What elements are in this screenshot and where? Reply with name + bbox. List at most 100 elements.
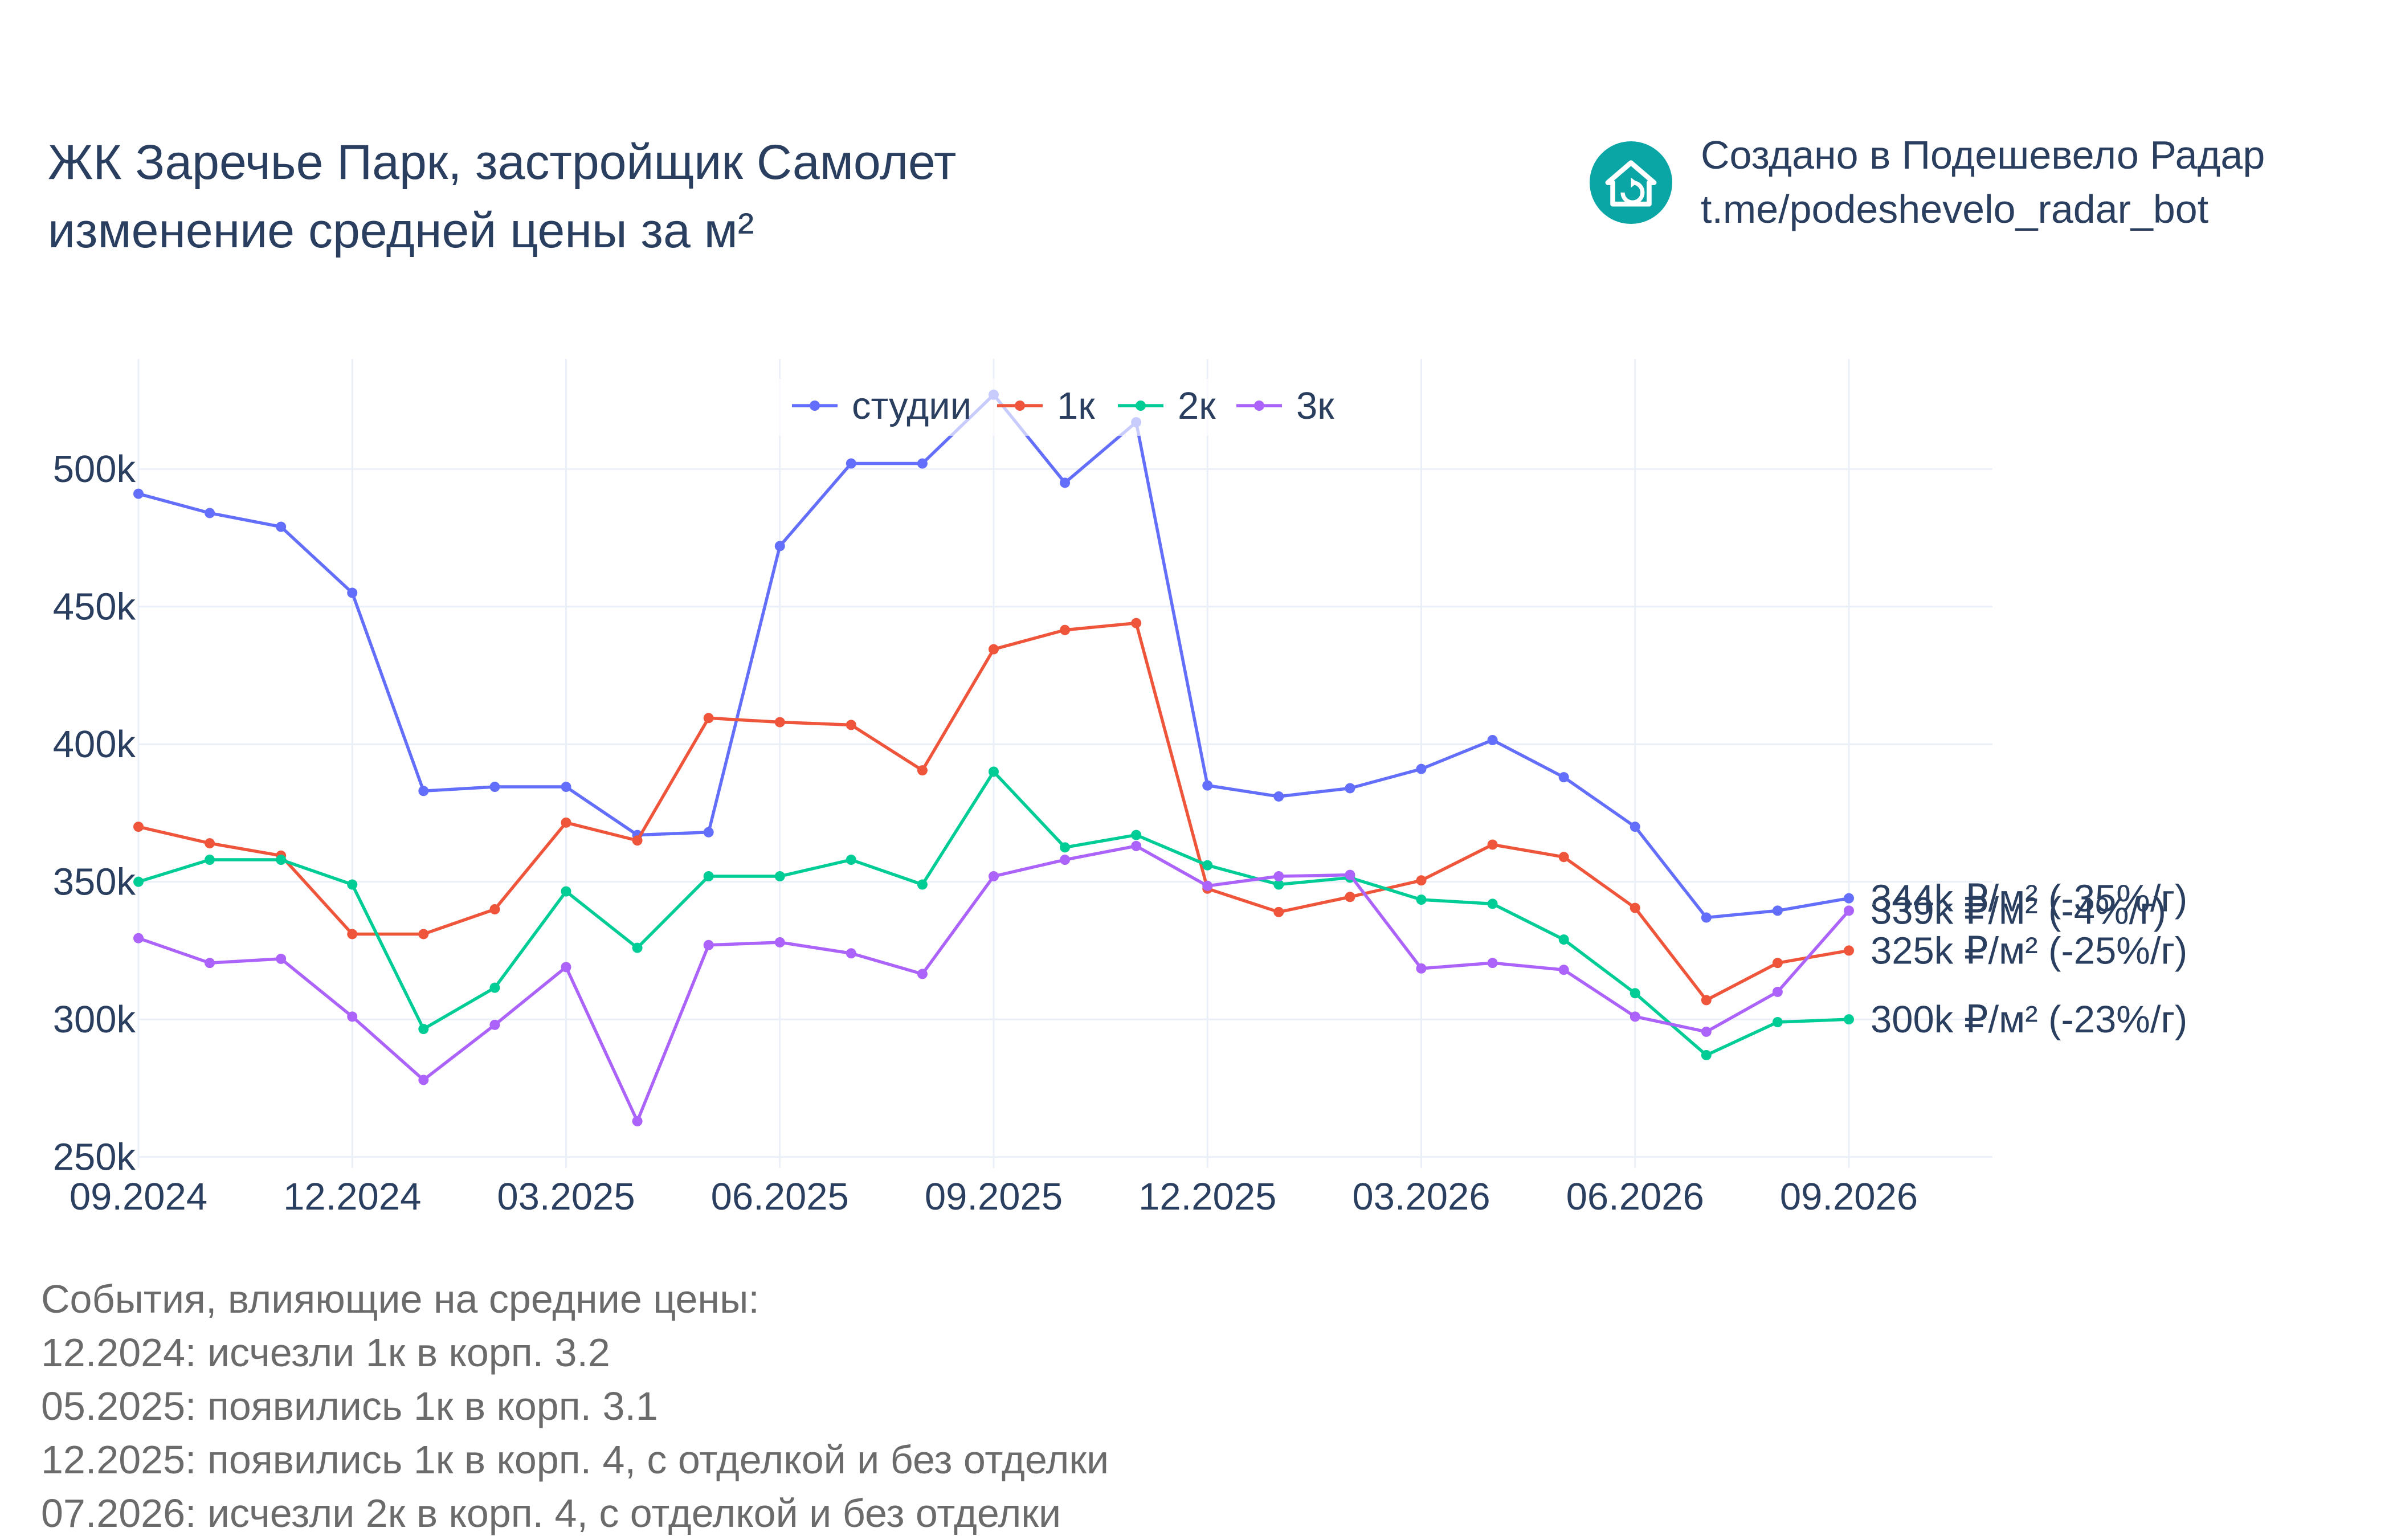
x-axis: 09.2024 12.2024 03.2025 06.2025 09.2025 12.20… bbox=[70, 1175, 1918, 1218]
data-point bbox=[1844, 1014, 1854, 1025]
data-point bbox=[1558, 934, 1569, 945]
data-point bbox=[561, 962, 571, 973]
x-tick-label: 03.2025 bbox=[497, 1175, 635, 1218]
event-item: 05.2025: появились 1к в корп. 3.1 bbox=[41, 1384, 658, 1428]
x-tick-label: 03.2026 bbox=[1352, 1175, 1490, 1218]
data-point bbox=[703, 827, 714, 838]
data-point bbox=[1487, 958, 1498, 969]
data-point bbox=[703, 939, 714, 950]
data-point bbox=[846, 855, 856, 865]
data-point bbox=[418, 786, 429, 796]
data-point bbox=[561, 817, 571, 828]
data-point bbox=[917, 879, 928, 890]
data-point bbox=[133, 876, 144, 887]
x-tick-label: 12.2025 bbox=[1138, 1175, 1276, 1218]
data-point bbox=[632, 1116, 643, 1126]
legend-label: студии bbox=[852, 385, 971, 427]
data-point bbox=[489, 782, 500, 793]
data-point bbox=[276, 521, 287, 532]
data-point bbox=[489, 904, 500, 914]
data-point bbox=[917, 458, 928, 469]
x-tick-label: 12.2024 bbox=[283, 1175, 421, 1218]
data-point bbox=[561, 886, 571, 897]
series-3к bbox=[133, 840, 1854, 1126]
event-item: 12.2025: появились 1к в корп. 4, с отдел… bbox=[41, 1437, 1109, 1482]
house-arrow-icon bbox=[1590, 141, 1672, 224]
legend-swatch-marker bbox=[1136, 401, 1146, 411]
data-point bbox=[774, 937, 785, 947]
data-point bbox=[1701, 995, 1712, 1006]
data-point bbox=[1131, 830, 1142, 840]
data-point bbox=[846, 720, 856, 730]
data-point bbox=[1487, 839, 1498, 850]
data-point bbox=[133, 488, 144, 499]
data-point bbox=[1772, 1017, 1783, 1028]
data-point bbox=[1558, 965, 1569, 975]
data-point bbox=[205, 838, 215, 849]
data-point bbox=[1060, 842, 1071, 853]
data-point bbox=[133, 933, 144, 943]
end-label: 344k ₽/м² (-35%/г) bbox=[1871, 877, 2187, 920]
data-point bbox=[347, 879, 358, 890]
legend-label: 1к bbox=[1057, 385, 1095, 427]
x-tick-label: 09.2026 bbox=[1780, 1175, 1918, 1218]
data-point bbox=[1060, 855, 1071, 865]
event-item: 07.2026: исчезли 2к в корп. 4, с отделко… bbox=[41, 1491, 1061, 1535]
data-point bbox=[1772, 958, 1783, 969]
data-point bbox=[1416, 763, 1427, 774]
end-label: 325k ₽/м² (-25%/г) bbox=[1871, 929, 2187, 972]
chart-legend: студии 1к 2к 3к bbox=[778, 379, 1356, 436]
legend-label: 2к bbox=[1178, 385, 1216, 427]
data-point bbox=[276, 855, 287, 865]
data-point bbox=[632, 942, 643, 953]
data-point bbox=[703, 713, 714, 724]
y-tick-label: 450k bbox=[53, 586, 136, 628]
data-point bbox=[205, 508, 215, 518]
data-point bbox=[703, 871, 714, 882]
data-point bbox=[347, 587, 358, 598]
events-note: События, влияющие на средние цены: 12.20… bbox=[41, 1272, 1109, 1540]
data-point bbox=[1273, 791, 1284, 802]
data-point bbox=[846, 458, 856, 469]
data-point bbox=[1630, 988, 1640, 999]
data-point bbox=[917, 969, 928, 979]
data-point bbox=[774, 717, 785, 728]
data-point bbox=[774, 871, 785, 882]
data-point bbox=[1273, 879, 1284, 890]
data-point bbox=[1131, 618, 1142, 628]
legend-item: 1к bbox=[997, 385, 1095, 427]
credit: Создано в Подешевело Радар t.me/podeshev… bbox=[1701, 128, 2265, 236]
data-point bbox=[1487, 734, 1498, 745]
x-tick-label: 09.2024 bbox=[70, 1175, 207, 1218]
legend-swatch-marker bbox=[1254, 401, 1264, 411]
data-point bbox=[1202, 860, 1213, 871]
data-point bbox=[1630, 822, 1640, 832]
data-point bbox=[1273, 906, 1284, 917]
data-point bbox=[1844, 905, 1854, 916]
data-point bbox=[133, 822, 144, 832]
credit-link[interactable]: t.me/podeshevelo_radar_bot bbox=[1701, 187, 2209, 231]
data-point bbox=[1416, 963, 1427, 974]
data-point bbox=[1345, 783, 1355, 794]
data-point bbox=[989, 644, 999, 655]
y-axis: 250k 300k 350k 400k 450k 500k bbox=[53, 448, 136, 1178]
x-tick-label: 09.2025 bbox=[925, 1175, 1063, 1218]
data-point bbox=[1202, 880, 1213, 891]
data-point bbox=[1416, 894, 1427, 905]
data-point bbox=[489, 1019, 500, 1030]
title-line-1: ЖК Заречье Парк, застройщик Самолет bbox=[48, 135, 957, 190]
data-point bbox=[1345, 869, 1355, 880]
legend-swatch-marker bbox=[810, 401, 820, 411]
data-point bbox=[1416, 875, 1427, 886]
data-point bbox=[989, 871, 999, 882]
data-point bbox=[1844, 893, 1854, 904]
x-tick-label: 06.2026 bbox=[1566, 1175, 1704, 1218]
data-point bbox=[489, 982, 500, 993]
events-heading: События, влияющие на средние цены: bbox=[41, 1277, 759, 1321]
event-item: 12.2024: исчезли 1к в корп. 3.2 bbox=[41, 1330, 610, 1375]
data-point bbox=[846, 948, 856, 959]
data-point bbox=[347, 1011, 358, 1022]
y-tick-label: 400k bbox=[53, 723, 136, 766]
data-point bbox=[1630, 1011, 1640, 1022]
